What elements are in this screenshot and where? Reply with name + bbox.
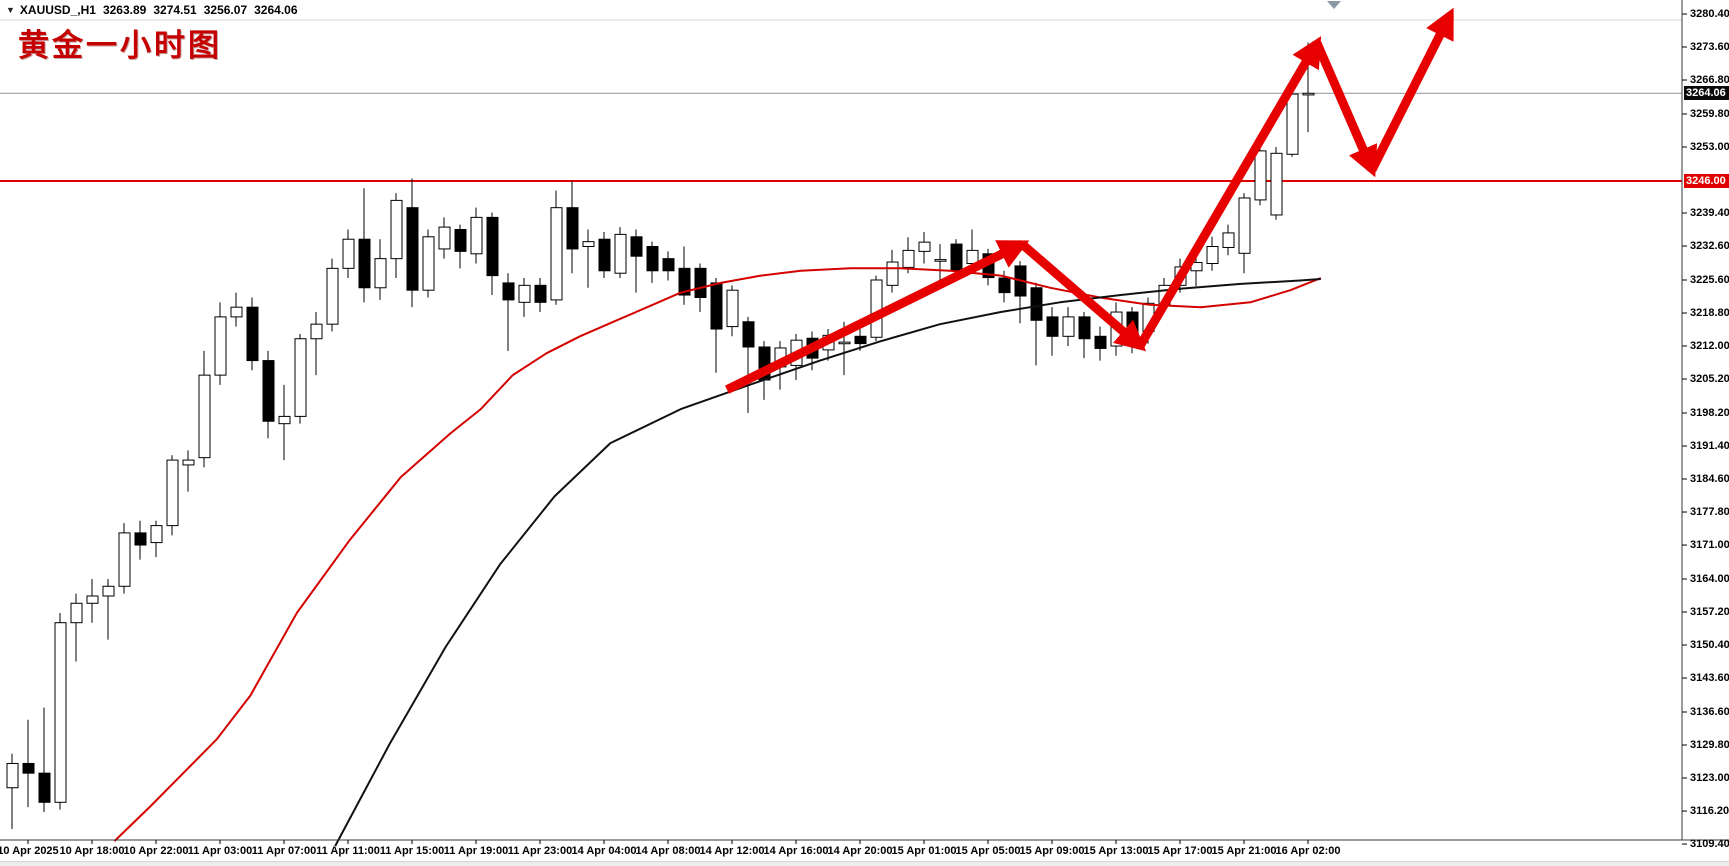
price-tick-label: 3198.20 <box>1690 406 1729 419</box>
price-tick-label: 3239.40 <box>1690 206 1729 219</box>
price-tick-label: 3259.80 <box>1690 107 1729 120</box>
chart-title: 黄金一小时图 <box>18 28 222 63</box>
time-tick-label: 14 Apr 08:00 <box>635 845 701 857</box>
price-tick-label: 3164.00 <box>1690 572 1729 585</box>
symbol-timeframe: XAUUSD_,H1 <box>19 3 96 17</box>
price-tick-label: 3191.40 <box>1690 439 1729 452</box>
price-tick-label: 3150.40 <box>1690 638 1729 651</box>
time-tick-label: 11 Apr 19:00 <box>443 845 509 857</box>
price-tick-label: 3253.00 <box>1690 140 1729 153</box>
price-tick-label: 3266.80 <box>1690 73 1729 86</box>
time-tick-label: 10 Apr 22:00 <box>123 845 189 857</box>
time-tick-label: 11 Apr 15:00 <box>379 845 445 857</box>
symbol-dropdown-icon[interactable]: ▼ <box>6 5 15 15</box>
time-tick-label: 15 Apr 05:00 <box>955 845 1021 857</box>
ma-red <box>113 267 1322 842</box>
time-tick-label: 15 Apr 13:00 <box>1083 845 1149 857</box>
time-tick-label: 11 Apr 11:00 <box>316 845 380 857</box>
price-tick-label: 3171.00 <box>1690 538 1729 551</box>
time-tick-label: 11 Apr 23:00 <box>507 845 573 857</box>
ma-black <box>334 278 1321 847</box>
price-tick-label: 3177.80 <box>1690 505 1729 518</box>
scroll-position-marker-icon <box>1327 1 1341 9</box>
price-tick-label: 3212.00 <box>1690 339 1729 352</box>
price-tick-label: 3157.20 <box>1690 605 1729 618</box>
time-tick-label: 10 Apr 2025 <box>0 845 59 857</box>
quote-close: 3264.06 <box>254 3 298 17</box>
time-tick-label: 14 Apr 04:00 <box>571 845 637 857</box>
price-tick-label: 3205.20 <box>1690 372 1729 385</box>
time-tick-label: 10 Apr 18:00 <box>59 845 125 857</box>
quote-high: 3274.51 <box>153 3 197 17</box>
status-bar <box>0 861 1729 866</box>
quote-open: 3263.89 <box>102 3 147 17</box>
price-tick-label: 3143.60 <box>1690 671 1729 684</box>
time-tick-label: 14 Apr 16:00 <box>763 845 829 857</box>
price-tick-label: 3109.40 <box>1690 837 1729 850</box>
time-tick-label: 16 Apr 02:00 <box>1275 845 1341 857</box>
price-tick-label: 3184.60 <box>1690 472 1729 485</box>
price-tick-label: 3273.60 <box>1690 40 1729 53</box>
price-tick-label: 3116.20 <box>1690 804 1729 817</box>
time-tick-label: 15 Apr 09:00 <box>1019 845 1085 857</box>
quote-bar: ▼ XAUUSD_,H1 3263.89 3274.51 3256.07 326… <box>6 2 298 18</box>
time-tick-label: 15 Apr 01:00 <box>891 845 957 857</box>
price-tick-label: 3280.40 <box>1690 7 1729 20</box>
hline-price-tag: 3246.00 <box>1684 174 1729 188</box>
time-tick-label: 14 Apr 20:00 <box>827 845 893 857</box>
price-tick-label: 3225.60 <box>1690 273 1729 286</box>
quote-low: 3256.07 <box>203 3 248 17</box>
time-tick-label: 11 Apr 03:00 <box>187 845 253 857</box>
trend-annotation-arrows[interactable] <box>725 7 1455 394</box>
time-tick-label: 11 Apr 07:00 <box>251 845 317 857</box>
price-tick-label: 3136.60 <box>1690 705 1729 718</box>
time-tick-label: 15 Apr 17:00 <box>1147 845 1213 857</box>
price-tick-label: 3123.00 <box>1690 771 1729 784</box>
candles <box>6 42 1315 829</box>
price-tick-label: 3129.80 <box>1690 738 1729 751</box>
current-price-tag: 3264.06 <box>1684 86 1729 101</box>
time-tick-label: 14 Apr 12:00 <box>699 845 765 857</box>
time-tick-label: 15 Apr 21:00 <box>1211 845 1277 857</box>
price-tick-label: 3218.80 <box>1690 306 1729 319</box>
price-tick-label: 3232.60 <box>1690 239 1729 252</box>
